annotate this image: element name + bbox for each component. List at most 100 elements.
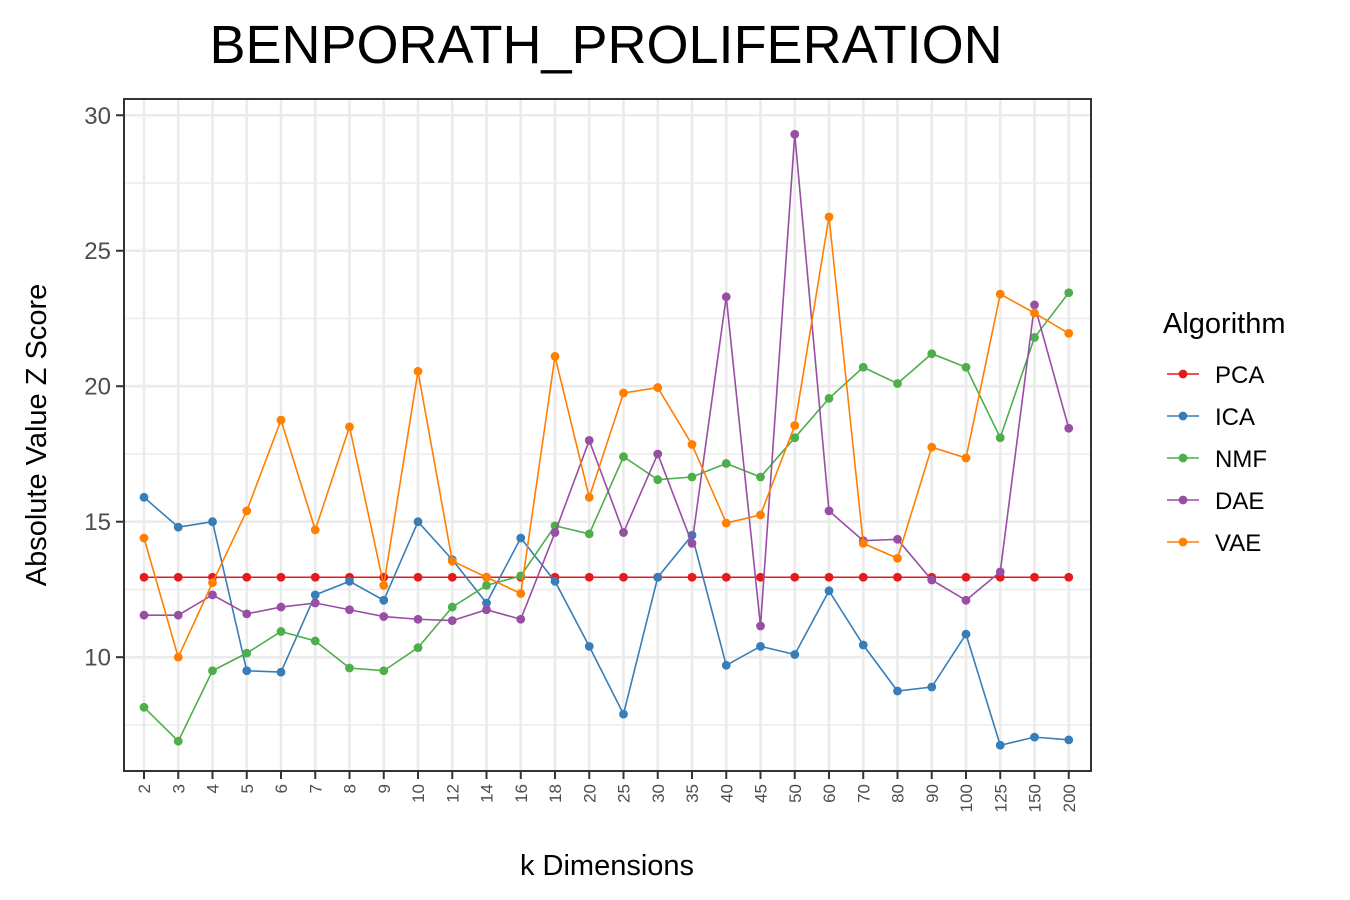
data-point-nmf xyxy=(276,627,286,636)
x-tick-label: 5 xyxy=(238,784,257,793)
series-line-ica xyxy=(143,496,1069,747)
data-point-dae xyxy=(1030,300,1039,310)
data-point-vae xyxy=(516,589,526,598)
legend-title: Algorithm xyxy=(1163,308,1286,340)
x-tick-label: 100 xyxy=(957,784,976,812)
legend-label: NMF xyxy=(1215,446,1267,473)
data-point-vae xyxy=(550,352,560,361)
data-point-nmf xyxy=(927,349,937,359)
data-point-pca xyxy=(721,572,731,582)
y-axis-title: Absolute Value Z Score xyxy=(21,284,53,587)
grid xyxy=(124,99,1091,771)
data-point-nmf xyxy=(584,529,594,539)
legend: Algorithm PCA ICA NMF DAE VAE xyxy=(1163,308,1286,557)
x-tick-label: 60 xyxy=(820,784,839,803)
x-tick-label: 8 xyxy=(341,784,360,793)
data-point-pca xyxy=(413,572,423,582)
data-point-dae xyxy=(756,621,765,631)
x-tick-label: 2 xyxy=(135,784,154,793)
data-point-pca xyxy=(1030,572,1039,582)
x-tick-label: 90 xyxy=(923,784,942,803)
data-point-pca xyxy=(139,572,149,582)
data-point-dae xyxy=(310,598,320,608)
x-axis-title: k Dimensions xyxy=(520,850,694,882)
x-tick-label: 200 xyxy=(1060,784,1079,812)
data-point-ica xyxy=(482,598,491,608)
data-point-dae xyxy=(824,506,834,516)
data-point-pca xyxy=(447,572,457,582)
plot-panel-border xyxy=(123,98,1092,772)
x-tick-label: 30 xyxy=(649,784,668,803)
data-point-vae xyxy=(790,421,800,430)
data-point-nmf xyxy=(413,643,423,653)
data-point-nmf xyxy=(345,663,354,673)
data-point-pca xyxy=(619,572,628,582)
x-tick-label: 18 xyxy=(546,784,565,803)
data-point-nmf xyxy=(379,666,389,676)
data-point-dae xyxy=(961,595,971,605)
series-vae xyxy=(139,212,1074,662)
legend-label: VAE xyxy=(1215,530,1261,557)
data-point-nmf xyxy=(995,433,1005,443)
data-point-nmf xyxy=(1030,333,1039,342)
data-point-nmf xyxy=(961,362,971,372)
x-tick-label: 40 xyxy=(717,784,736,803)
data-point-vae xyxy=(756,510,765,520)
series-line-vae xyxy=(143,216,1070,660)
data-point-nmf xyxy=(482,580,491,590)
data-point-vae xyxy=(619,388,628,398)
data-point-vae xyxy=(584,492,594,502)
data-point-pca xyxy=(893,572,902,582)
data-point-ica xyxy=(653,572,663,582)
data-point-ica xyxy=(413,517,423,527)
data-point-vae xyxy=(927,442,937,452)
data-point-vae xyxy=(139,533,149,543)
x-axis: 2 3 4 5 6 7 8 9 10 12 14 16 18 20 25 30 35 40 45 50 60 70 80 90… xyxy=(135,771,1079,812)
y-tick-label: 25 xyxy=(84,238,111,265)
y-tick-label: 30 xyxy=(84,103,111,130)
data-point-vae xyxy=(242,506,252,516)
data-point-dae xyxy=(276,602,286,612)
data-point-vae xyxy=(276,415,286,425)
series-layer xyxy=(139,129,1074,750)
data-point-ica xyxy=(995,740,1005,750)
data-point-nmf xyxy=(447,602,457,612)
data-point-nmf xyxy=(756,472,765,482)
data-point-dae xyxy=(447,616,457,626)
data-point-dae xyxy=(242,609,252,619)
data-point-vae xyxy=(379,580,389,590)
data-point-vae xyxy=(824,212,834,222)
data-point-vae xyxy=(482,572,491,582)
data-point-vae xyxy=(310,525,320,535)
data-point-ica xyxy=(173,522,183,532)
data-point-ica xyxy=(961,629,971,639)
data-point-ica xyxy=(516,533,526,543)
data-point-dae xyxy=(173,610,183,620)
data-point-ica xyxy=(893,686,902,696)
x-tick-label: 12 xyxy=(443,784,462,803)
legend-label: PCA xyxy=(1215,362,1264,389)
data-point-dae xyxy=(516,614,526,624)
data-point-pca xyxy=(584,572,594,582)
data-point-nmf xyxy=(653,475,663,485)
data-point-dae xyxy=(790,129,800,139)
x-tick-label: 9 xyxy=(375,784,394,793)
data-point-pca xyxy=(173,572,183,582)
data-point-dae xyxy=(379,612,389,621)
data-point-ica xyxy=(1030,732,1039,742)
data-point-nmf xyxy=(893,379,902,388)
data-point-ica xyxy=(345,576,354,586)
x-tick-label: 70 xyxy=(854,784,873,803)
data-point-nmf xyxy=(790,433,800,443)
data-point-pca xyxy=(961,572,971,582)
data-point-vae xyxy=(687,440,697,449)
data-point-vae xyxy=(413,366,423,376)
x-tick-label: 50 xyxy=(786,784,805,803)
data-point-nmf xyxy=(824,394,834,403)
series-line-dae xyxy=(144,134,1070,627)
legend-item-ica: ICA xyxy=(1167,404,1255,431)
data-point-dae xyxy=(687,538,697,548)
x-tick-label: 6 xyxy=(272,784,291,793)
data-point-ica xyxy=(139,492,149,502)
